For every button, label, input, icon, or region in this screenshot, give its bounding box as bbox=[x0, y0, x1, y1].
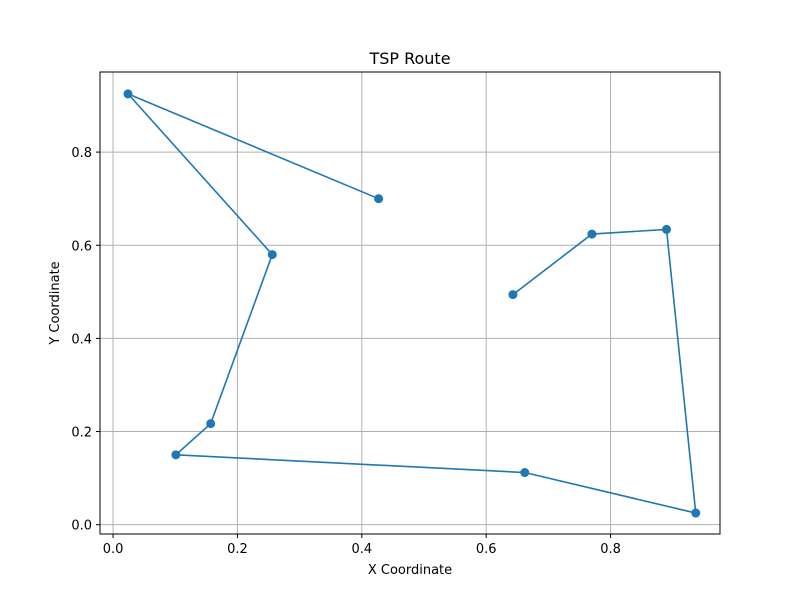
x-axis-ticks: 0.0 0.2 0.4 0.6 0.8 bbox=[103, 534, 621, 557]
x-tick-label: 0.2 bbox=[227, 542, 248, 557]
route-point bbox=[267, 250, 277, 260]
y-tick-label: 0.8 bbox=[71, 146, 92, 161]
y-axis-ticks: 0.0 0.2 0.4 0.6 0.8 bbox=[71, 146, 100, 534]
route-point bbox=[123, 89, 133, 99]
y-tick-label: 0.2 bbox=[71, 426, 92, 441]
route-point bbox=[691, 508, 701, 518]
x-tick-label: 0.8 bbox=[600, 542, 621, 557]
route-line bbox=[127, 93, 697, 514]
plot-frame bbox=[99, 71, 721, 535]
x-tick-label: 0.6 bbox=[476, 542, 497, 557]
route-point bbox=[374, 194, 384, 204]
route-point bbox=[587, 229, 597, 239]
series-layer bbox=[123, 89, 701, 518]
x-tick-label: 0.4 bbox=[351, 542, 372, 557]
y-tick-label: 0.0 bbox=[71, 519, 92, 534]
route-point bbox=[662, 224, 672, 234]
route-point bbox=[520, 468, 530, 478]
chart-title: TSP Route bbox=[368, 49, 450, 68]
y-axis-title: Y Coordinate bbox=[48, 261, 63, 345]
route-point bbox=[508, 290, 518, 300]
x-tick-label: 0.0 bbox=[103, 542, 124, 557]
x-axis-title: X Coordinate bbox=[368, 563, 452, 578]
grid bbox=[100, 72, 720, 534]
y-tick-label: 0.4 bbox=[71, 332, 92, 347]
route-point bbox=[171, 450, 181, 460]
route-point bbox=[206, 419, 216, 429]
y-tick-label: 0.6 bbox=[71, 239, 92, 254]
